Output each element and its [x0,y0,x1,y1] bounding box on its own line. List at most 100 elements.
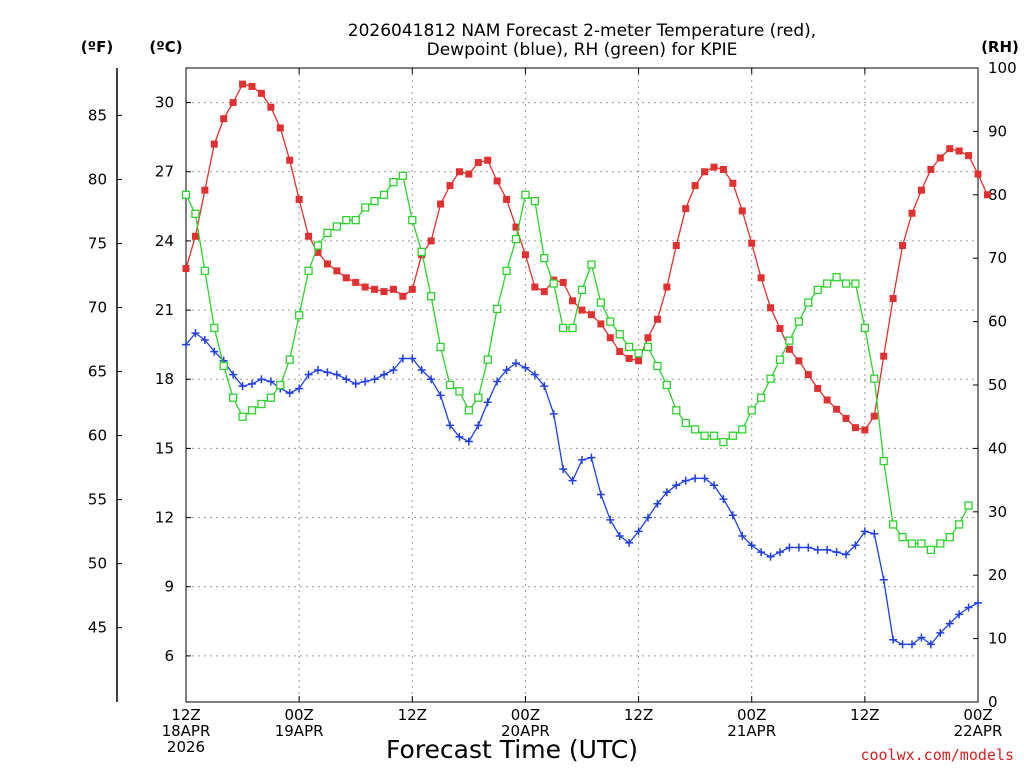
temperature-point [295,195,303,203]
rh-point [766,374,775,383]
rh-point [294,311,304,320]
dewpoint-point [587,453,596,462]
dewpoint-point [738,532,747,541]
dewpoint-point [436,391,445,400]
celsius-tick-label: 27 [155,163,174,181]
fahrenheit-tick-label: 60 [88,427,107,445]
dewpoint-point [634,527,643,536]
rh-tick-label: 80 [988,186,1007,204]
rh-point [379,190,389,199]
rh-point [285,355,294,364]
rh-point [360,203,370,212]
dewpoint-point [672,481,681,490]
temperature-point [776,325,784,333]
temperature-point [455,168,463,176]
series-rh [181,171,973,554]
temperature-point [248,82,256,90]
temperature-point [220,115,228,123]
temperature-point [314,248,322,256]
temperature-point [408,285,416,293]
dewpoint-point [464,437,473,446]
dewpoint-point [662,488,671,497]
dewpoint-point [625,538,634,547]
rh-point [841,279,851,288]
dewpoint-point [502,366,511,375]
temperature-point [870,412,878,420]
celsius-unit-label: (ºC) [149,38,182,56]
rh-tick-label: 40 [988,439,1007,457]
dewpoint-point [719,495,728,504]
rh-point [351,216,360,225]
rh-point [323,228,332,237]
temperature-point [965,152,973,160]
temperature-point [437,200,445,208]
rh-point [662,380,672,390]
temperature-point [710,163,718,171]
temperature-point [814,384,822,392]
rh-point [210,323,219,333]
celsius-tick-label: 21 [155,301,174,319]
temperature-point [851,424,859,432]
dewpoint-point [427,375,436,384]
rh-point [785,336,794,345]
rh-point [653,361,662,371]
rh-point [219,361,228,371]
temperature-point [616,348,624,356]
rh-point [530,196,540,206]
time-tick-label: 12Z [850,706,879,724]
temperature-point [908,209,916,217]
rh-point [549,279,558,288]
dewpoint-point [285,389,294,398]
dewpoint-point [540,382,549,391]
dewpoint-point [776,548,784,557]
axes [116,67,979,703]
temperature-point [276,124,284,132]
rh-point [756,393,766,402]
temperature-point [738,207,746,215]
dewpoint-point [794,543,803,552]
rh-point [964,501,973,510]
dewpoint-point [578,455,586,464]
dewpoint-point [361,377,370,386]
temperature-point [569,297,577,305]
rh-point [917,539,926,548]
dewpoint-point [417,366,426,375]
x-axis-label: Forecast Time (UTC) [386,735,638,764]
dewpoint-point [295,384,304,393]
dewpoint-point [248,379,256,388]
dewpoint-point [446,421,454,430]
chart-title-line-2: Dewpoint (blue), RH (green) for KPIE [427,40,738,60]
celsius-tick-label: 6 [164,647,174,665]
rh-point [238,412,247,421]
dewpoint-point [908,640,916,649]
rh-point [719,437,728,447]
temperature-point [606,334,614,342]
rh-tick-label: 30 [988,503,1007,521]
fahrenheit-tick-label: 50 [88,555,107,573]
dewpoint-point [455,432,464,441]
temperature-point [748,239,756,247]
rh-point [540,254,549,263]
dewpoint-point [747,541,756,550]
dewpoint-point [596,490,605,499]
dewpoint-point [757,548,766,557]
fahrenheit-unit-label: (ºF) [81,38,113,56]
fahrenheit-tick-label: 80 [88,170,107,188]
dewpoint-point [681,476,690,485]
temperature-point [880,352,888,360]
temperature-point [333,267,341,275]
rh-point [907,539,917,548]
fahrenheit-tick-label: 75 [88,234,107,252]
rh-point [558,323,568,333]
dewpoint-point [691,474,700,483]
dewpoint-point [974,598,982,607]
rh-point [690,425,700,434]
time-tick-label: 00Z [963,706,992,724]
rh-point [342,216,351,225]
rh-point [851,279,860,288]
temperature-point [201,186,209,194]
dewpoint-point [860,527,869,536]
temperature-point [540,288,548,296]
rh-point [521,190,530,199]
dewpoint-point [370,375,379,384]
